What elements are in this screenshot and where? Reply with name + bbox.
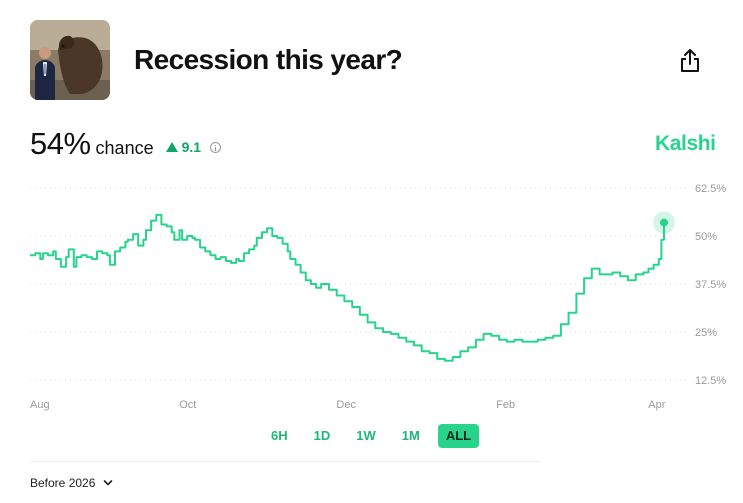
y-tick-label: 12.5% bbox=[695, 375, 726, 387]
y-tick-label: 25% bbox=[695, 327, 717, 339]
range-button-1m[interactable]: 1M bbox=[394, 424, 428, 448]
probability-summary: 54% chance 9.1 bbox=[30, 126, 222, 162]
range-button-all[interactable]: ALL bbox=[437, 424, 480, 448]
range-button-6h[interactable]: 6H bbox=[263, 424, 296, 448]
time-range-selector: 6H 1D 1W 1M ALL bbox=[263, 424, 489, 448]
y-tick-label: 37.5% bbox=[695, 279, 726, 291]
y-tick-label: 50% bbox=[695, 231, 717, 243]
chance-label: chance bbox=[95, 138, 154, 158]
info-icon[interactable] bbox=[210, 141, 222, 153]
chevron-down-icon bbox=[104, 480, 113, 486]
market-title: Recession this year? bbox=[134, 44, 403, 75]
current-point[interactable] bbox=[660, 218, 668, 227]
x-tick-label: Apr bbox=[648, 399, 665, 411]
delta-value: 9.1 bbox=[181, 139, 202, 155]
date-filter-label: Before 2026 bbox=[30, 476, 96, 490]
brand-logo[interactable]: Kalshi bbox=[655, 132, 716, 155]
market-thumbnail[interactable] bbox=[30, 20, 110, 100]
probability-chart: 62.5% 50% 37.5% 25% 12.5% Aug Oct Dec Feb Apr bbox=[30, 183, 726, 411]
range-button-1d[interactable]: 1D bbox=[306, 424, 339, 448]
delta-indicator: 9.1 bbox=[165, 139, 222, 155]
x-tick-label: Aug bbox=[30, 399, 50, 411]
x-tick-label: Dec bbox=[336, 399, 356, 411]
probability-value: 54% bbox=[30, 126, 91, 161]
x-tick-label: Oct bbox=[179, 399, 196, 411]
share-icon bbox=[681, 49, 699, 72]
triangle-up-icon bbox=[165, 142, 178, 152]
share-button[interactable] bbox=[678, 48, 702, 74]
date-filter-dropdown[interactable]: Before 2026 bbox=[30, 476, 113, 490]
series-line bbox=[30, 213, 665, 362]
market-header: Recession this year? bbox=[30, 20, 720, 100]
x-tick-label: Feb bbox=[496, 399, 515, 411]
divider bbox=[30, 461, 540, 462]
y-tick-label: 62.5% bbox=[695, 183, 726, 195]
range-button-1w[interactable]: 1W bbox=[348, 424, 384, 448]
